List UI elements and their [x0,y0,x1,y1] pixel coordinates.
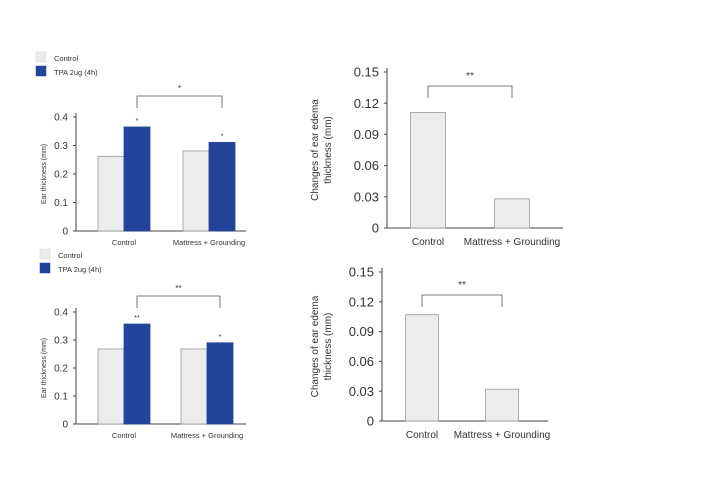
y-tick-label: 0.1 [54,198,68,209]
y-tick-label: 0.15 [354,65,379,80]
y-tick-label: 0.12 [354,96,379,111]
x-category-label: Control [406,430,438,441]
chart-panel-3: 0 0.1 0.2 0.3 0.4 Ear thickness (mm) Control Ma… [39,248,246,440]
x-category-label: Mattress + Grounding [171,431,243,440]
chart-panel-1: 0 0.1 0.2 0.3 0.4 Ear thickness (mm) Control Ma… [35,51,246,247]
bar-tpa [208,141,236,232]
y-axis-label-line: thickness (mm) [323,116,334,184]
significance-bracket [427,85,513,98]
significance-bracket [136,295,221,308]
y-tick-label: 0.15 [349,265,374,280]
y-tick-label: 0.03 [354,189,379,204]
bar-tpa [123,126,151,232]
x-category-label: Control [112,431,137,440]
y-tick-label: 0 [62,420,68,431]
y-axis-label-line: Changes of ear edema [310,295,321,397]
x-category-label: Mattress + Grounding [454,430,550,441]
y-axis-label: Ear thickness (mm) [41,338,48,398]
chart-panel-2: 0 0.03 0.06 0.09 0.12 0.15 Changes of ear edem… [310,65,563,248]
significance-bracket [136,95,223,108]
legend-label: Control [54,54,79,63]
y-tick-label: 0.1 [54,392,68,403]
x-category-label: Mattress + Grounding [464,237,560,248]
x-category-label: Control [112,238,137,247]
y-tick-label: 0.3 [54,336,68,347]
legend-swatch-tpa [35,65,47,77]
significance-mark: * [219,334,222,341]
legend: Control TPA 2ug (4h) [35,51,98,77]
bar-control [97,155,125,232]
x-category-label: Mattress + Grounding [173,238,245,247]
y-tick-label: 0.4 [54,113,68,124]
bar-change [405,314,439,422]
legend-label: TPA 2ug (4h) [58,265,102,274]
significance-mark: ** [134,315,140,322]
significance-bracket [421,294,503,307]
y-axis-label-line: thickness (mm) [323,313,334,381]
bar-change [410,112,446,229]
legend-label: TPA 2ug (4h) [54,68,98,77]
significance-mark: * [221,133,224,140]
bar-tpa [123,323,151,425]
bar-change [494,198,530,229]
y-tick-label: 0.06 [354,158,379,173]
significance-bracket-label: ** [175,284,181,293]
bar-control [182,150,210,232]
legend-label: Control [58,251,83,260]
y-tick-label: 0.06 [349,354,374,369]
bar-change [485,388,519,422]
y-axis-label: Ear thickness (mm) [41,144,48,204]
y-tick-label: 0.09 [354,127,379,142]
legend: Control TPA 2ug (4h) [39,248,102,274]
y-tick-label: 0.03 [349,384,374,399]
y-tick-label: 0.2 [54,364,68,375]
legend-swatch-control [35,51,47,63]
y-tick-label: 0 [367,414,374,429]
bar-control [97,348,125,425]
significance-bracket-label: ** [466,71,474,82]
bar-control [180,348,208,425]
bar-tpa [206,342,234,425]
y-tick-label: 0.12 [349,294,374,309]
y-tick-label: 0.09 [349,324,374,339]
y-axis-label-line: Changes of ear edema [310,99,321,201]
chart-panel-4: 0 0.03 0.06 0.09 0.12 0.15 Changes of ear edem… [310,265,550,441]
y-tick-label: 0 [372,221,379,236]
significance-bracket-label: ** [458,280,466,291]
y-tick-label: 0.3 [54,141,68,152]
legend-swatch-tpa [39,262,51,274]
y-tick-label: 0.2 [54,170,68,181]
significance-bracket-label: * [178,84,181,93]
y-tick-label: 0 [62,227,68,238]
legend-swatch-control [39,248,51,260]
x-category-label: Control [412,237,444,248]
y-tick-label: 0.4 [54,308,68,319]
significance-mark: * [136,118,139,125]
